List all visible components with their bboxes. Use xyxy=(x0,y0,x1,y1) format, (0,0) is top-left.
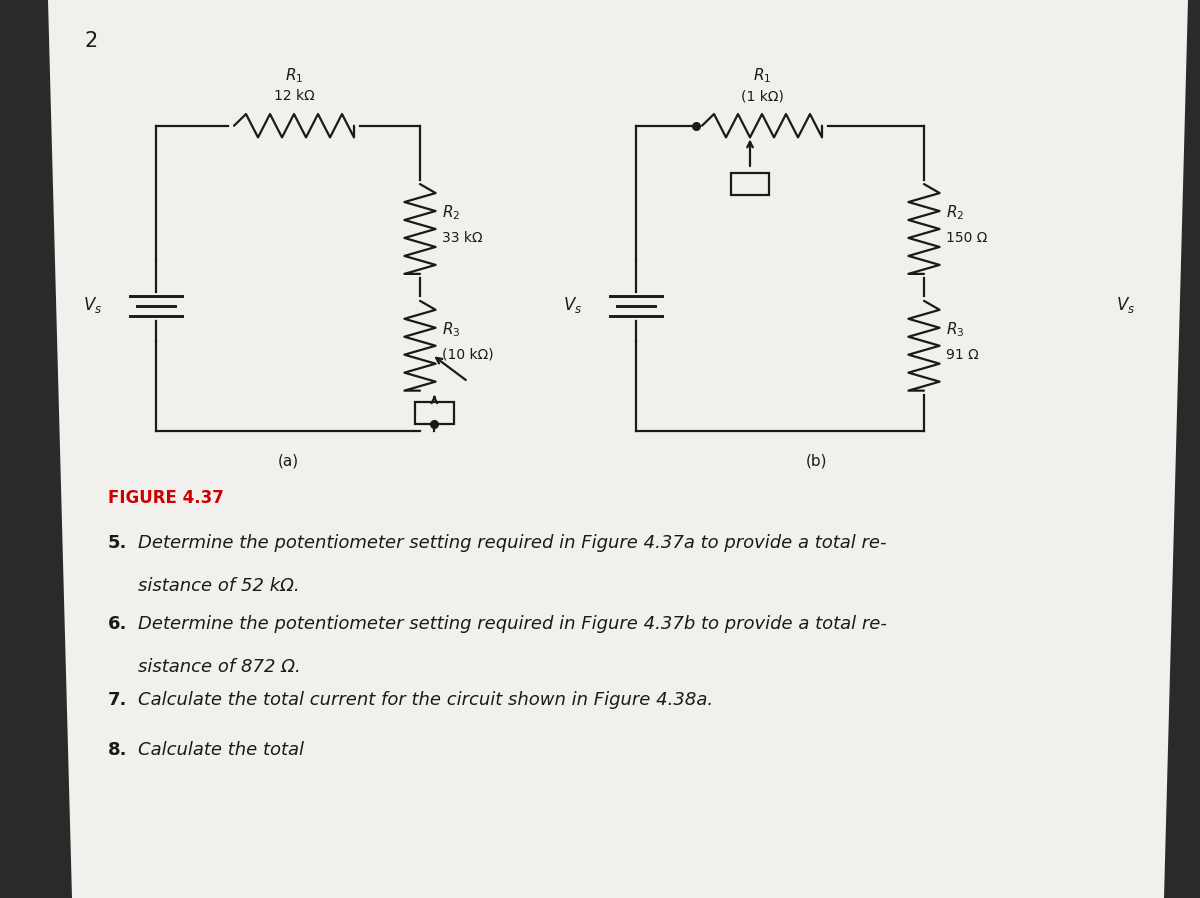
Text: 33 kΩ: 33 kΩ xyxy=(442,231,482,245)
Text: $R_1$: $R_1$ xyxy=(284,66,304,85)
Text: $R_2$: $R_2$ xyxy=(946,204,964,222)
Text: $V_s$: $V_s$ xyxy=(563,295,582,315)
Text: 12 kΩ: 12 kΩ xyxy=(274,89,314,103)
Text: 91 Ω: 91 Ω xyxy=(946,348,978,362)
Text: 150 Ω: 150 Ω xyxy=(946,231,986,245)
Text: 2: 2 xyxy=(84,31,97,51)
Text: $R_3$: $R_3$ xyxy=(946,321,964,339)
Text: FIGURE 4.37: FIGURE 4.37 xyxy=(108,489,224,507)
Bar xyxy=(731,173,769,195)
Text: (1 kΩ): (1 kΩ) xyxy=(740,89,784,103)
Text: 5.: 5. xyxy=(108,534,127,552)
Text: 7.: 7. xyxy=(108,691,127,709)
Text: (10 kΩ): (10 kΩ) xyxy=(442,348,493,362)
Text: $R_1$: $R_1$ xyxy=(752,66,772,85)
Text: $V_s$: $V_s$ xyxy=(1116,295,1135,315)
Text: 6.: 6. xyxy=(108,615,127,633)
Text: $V_s$: $V_s$ xyxy=(83,295,102,315)
Text: (b): (b) xyxy=(805,453,827,469)
Text: sistance of 872 Ω.: sistance of 872 Ω. xyxy=(138,658,301,676)
Text: $R_2$: $R_2$ xyxy=(442,204,460,222)
Text: (a): (a) xyxy=(277,453,299,469)
Text: sistance of 52 kΩ.: sistance of 52 kΩ. xyxy=(138,577,300,595)
Text: Determine the potentiometer setting required in Figure 4.37a to provide a total : Determine the potentiometer setting requ… xyxy=(138,534,887,552)
Bar xyxy=(415,401,454,424)
Text: Calculate the total current for the circuit shown in Figure 4.38a.: Calculate the total current for the circ… xyxy=(138,691,713,709)
Text: Determine the potentiometer setting required in Figure 4.37b to provide a total : Determine the potentiometer setting requ… xyxy=(138,615,887,633)
Text: $R_3$: $R_3$ xyxy=(442,321,460,339)
Text: Calculate the total: Calculate the total xyxy=(138,741,307,759)
Text: 8.: 8. xyxy=(108,741,127,759)
Polygon shape xyxy=(48,0,1188,898)
